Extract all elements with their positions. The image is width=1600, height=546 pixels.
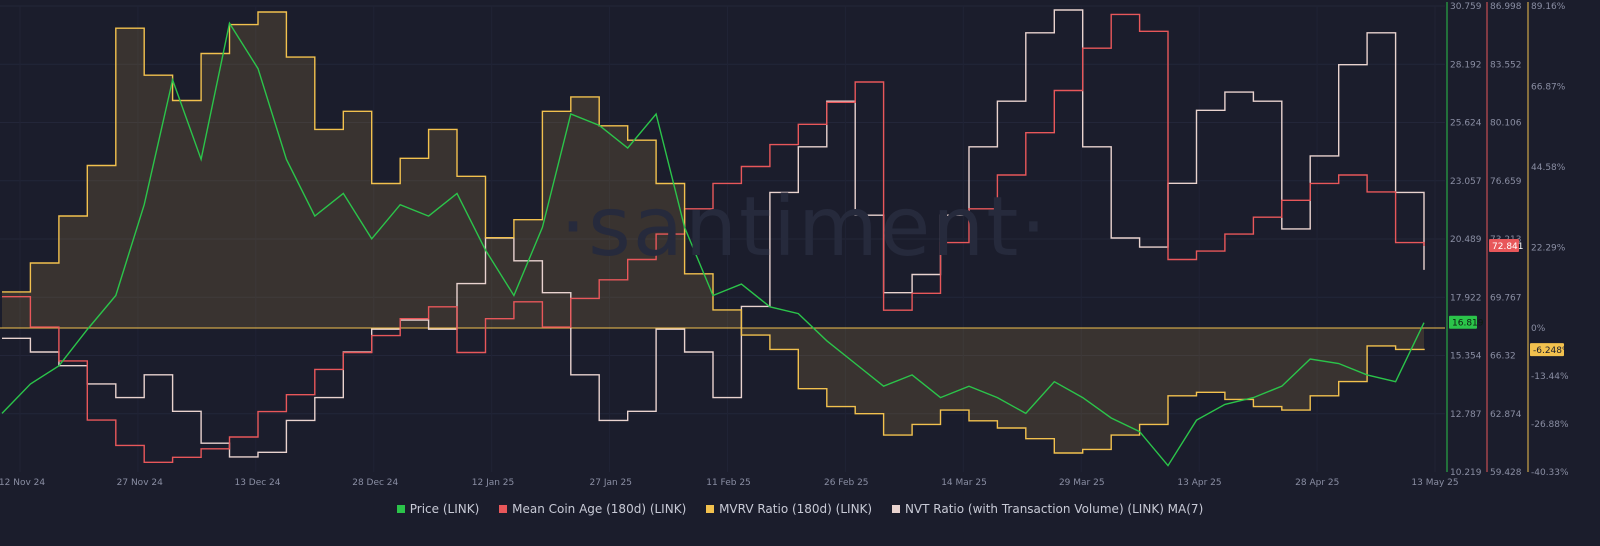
x-tick-label: 11 Feb 25 bbox=[706, 478, 751, 488]
mean-coin-age-badge-bg bbox=[1489, 238, 1519, 252]
x-tick-label: 12 Jan 25 bbox=[472, 478, 515, 488]
legend-swatch-price bbox=[396, 505, 405, 513]
x-tick-label: 13 May 25 bbox=[1411, 478, 1458, 488]
legend-item-nvt[interactable]: NVT Ratio (with Transaction Volume) (LIN… bbox=[891, 502, 1204, 516]
y-tick-label: -13.44% bbox=[1531, 372, 1569, 382]
x-tick-label: 12 Nov 24 bbox=[0, 478, 45, 488]
y-tick-label: 25.624 bbox=[1450, 119, 1482, 129]
price-line bbox=[1, 21, 1425, 467]
mean-coin-age-badge: 72.841 bbox=[1492, 242, 1524, 252]
legend-label-nvt: NVT Ratio (with Transaction Volume) (LIN… bbox=[904, 502, 1204, 516]
x-tick-label: 29 Mar 25 bbox=[1059, 478, 1105, 488]
y-tick-label: 28.192 bbox=[1450, 60, 1482, 70]
santiment-watermark: ·santiment· bbox=[560, 180, 1049, 275]
mvrv-line bbox=[2, 11, 1425, 454]
mvrv-area bbox=[2, 12, 1424, 453]
price-badge-bg bbox=[1449, 315, 1477, 329]
y-tick-label: 20.489 bbox=[1450, 235, 1482, 245]
legend-label-mvrv: MVRV Ratio (180d) (LINK) bbox=[719, 502, 873, 516]
legend-swatch-nvt bbox=[891, 505, 900, 513]
x-tick-label: 28 Apr 25 bbox=[1295, 478, 1339, 488]
legend-swatch-mean-coin-age bbox=[499, 505, 508, 513]
y-tick-label: 76.659 bbox=[1490, 177, 1522, 187]
y-tick-label: 69.767 bbox=[1490, 293, 1522, 303]
y-tick-label: 66.32 bbox=[1490, 352, 1516, 362]
legend-swatch-mvrv bbox=[706, 505, 715, 513]
y-tick-label: 66.87% bbox=[1531, 83, 1566, 93]
mvrv-badge-bg bbox=[1530, 343, 1564, 357]
y-tick-label: 17.922 bbox=[1450, 293, 1482, 303]
y-tick-label: 83.552 bbox=[1490, 60, 1522, 70]
x-tick-label: 14 Mar 25 bbox=[941, 478, 987, 488]
y-tick-label: 59.428 bbox=[1490, 468, 1522, 478]
legend-item-mvrv[interactable]: MVRV Ratio (180d) (LINK) bbox=[706, 502, 872, 516]
y-tick-label: 12.787 bbox=[1450, 410, 1482, 420]
y-tick-label: 0% bbox=[1531, 324, 1546, 334]
x-tick-label: 27 Jan 25 bbox=[590, 478, 633, 488]
mean-coin-age-line bbox=[2, 13, 1425, 463]
nvt-line bbox=[2, 9, 1425, 458]
y-tick-label: 15.354 bbox=[1450, 352, 1482, 362]
legend-label-mean-coin-age: Mean Coin Age (180d) (LINK) bbox=[512, 502, 687, 516]
y-tick-label: 80.106 bbox=[1490, 119, 1522, 129]
y-tick-label: 10.219 bbox=[1450, 468, 1482, 478]
y-tick-label: 89.16% bbox=[1531, 2, 1566, 12]
y-tick-label: 62.874 bbox=[1490, 410, 1522, 420]
y-tick-label: 30.759 bbox=[1450, 2, 1482, 12]
mvrv-badge: -6.248% bbox=[1533, 346, 1571, 356]
x-tick-label: 27 Nov 24 bbox=[117, 478, 163, 488]
x-tick-label: 26 Feb 25 bbox=[824, 478, 869, 488]
y-tick-label: -26.88% bbox=[1531, 420, 1569, 430]
y-tick-label: 86.998 bbox=[1490, 2, 1522, 12]
y-tick-label: 44.58% bbox=[1531, 163, 1566, 173]
legend-item-price[interactable]: Price (LINK) bbox=[396, 502, 480, 516]
y-tick-label: 23.057 bbox=[1450, 177, 1482, 187]
legend-item-mean-coin-age[interactable]: Mean Coin Age (180d) (LINK) bbox=[499, 502, 686, 516]
x-tick-label: 13 Dec 24 bbox=[234, 478, 280, 488]
y-tick-label: 22.29% bbox=[1531, 244, 1566, 254]
legend-label-price: Price (LINK) bbox=[409, 502, 480, 516]
x-tick-label: 13 Apr 25 bbox=[1177, 478, 1221, 488]
price-badge: 16.819 bbox=[1452, 319, 1484, 329]
x-tick-label: 28 Dec 24 bbox=[352, 478, 398, 488]
y-tick-label: -40.33% bbox=[1531, 468, 1569, 478]
legend: Price (LINK) Mean Coin Age (180d) (LINK)… bbox=[0, 502, 1600, 516]
